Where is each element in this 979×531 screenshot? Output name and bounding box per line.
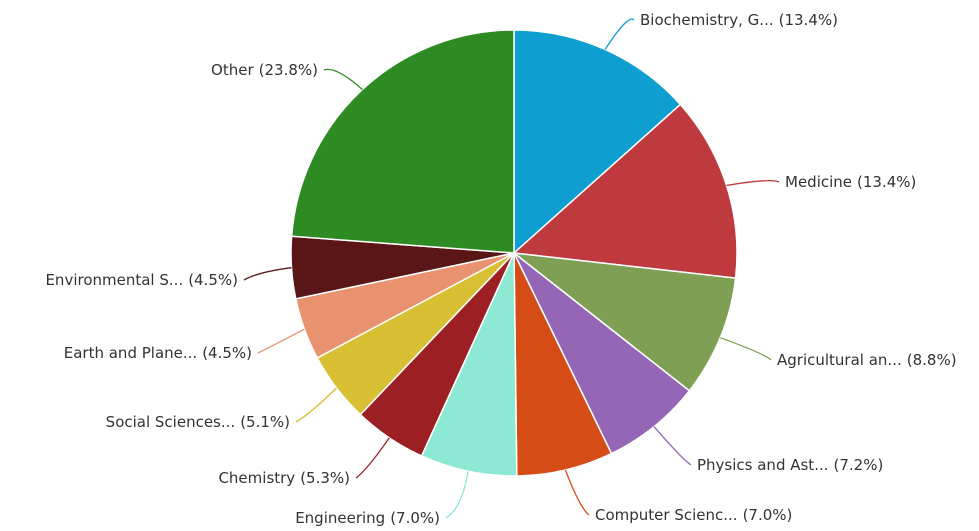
leader-line	[726, 179, 780, 187]
slice-label: Environmental S... (4.5%)	[45, 271, 238, 289]
slice-label: Physics and Ast... (7.2%)	[697, 456, 883, 474]
slice-label: Chemistry (5.3%)	[218, 469, 350, 487]
category-label: Social Sciences...	[106, 413, 236, 431]
slice-label: Biochemistry, G... (13.4%)	[640, 11, 838, 29]
slice-label: Social Sciences... (5.1%)	[106, 413, 290, 431]
category-label: Computer Scienc...	[595, 506, 738, 524]
slice-label: Agricultural an... (8.8%)	[777, 351, 957, 369]
leader-line	[355, 437, 390, 479]
leader-line	[564, 469, 590, 516]
pie-slice	[290, 29, 515, 254]
leader-line	[604, 18, 635, 50]
slice-label: Earth and Plane... (4.5%)	[64, 344, 252, 362]
value-label: (8.8%)	[907, 351, 957, 369]
leader-line	[653, 426, 692, 466]
pie-slice	[511, 251, 737, 392]
category-label: Earth and Plane...	[64, 344, 197, 362]
slice-label: Computer Scienc... (7.0%)	[595, 506, 792, 524]
value-label: (23.8%)	[259, 61, 318, 79]
leader-line	[445, 471, 469, 519]
leader-line	[257, 328, 305, 354]
value-label: (7.0%)	[390, 509, 440, 527]
category-label: Engineering	[295, 509, 385, 527]
value-label: (13.4%)	[857, 173, 916, 191]
category-label: Chemistry	[218, 469, 295, 487]
slice-label: Medicine (13.4%)	[785, 173, 916, 191]
value-label: (7.2%)	[834, 456, 884, 474]
leader-line	[323, 68, 363, 90]
value-label: (13.4%)	[779, 11, 838, 29]
slice-label: Other (23.8%)	[211, 61, 318, 79]
value-label: (5.1%)	[240, 413, 290, 431]
value-label: (7.0%)	[743, 506, 793, 524]
category-label: Other	[211, 61, 254, 79]
value-label: (4.5%)	[188, 271, 238, 289]
category-label: Biochemistry, G...	[640, 11, 774, 29]
leader-line	[243, 267, 292, 281]
category-label: Agricultural an...	[777, 351, 902, 369]
value-label: (5.3%)	[300, 469, 350, 487]
pie-slice	[513, 252, 691, 455]
leader-line	[295, 387, 337, 423]
category-label: Environmental S...	[45, 271, 183, 289]
pie-slice	[512, 103, 738, 279]
leader-line	[720, 337, 772, 361]
slice-label: Engineering (7.0%)	[295, 509, 440, 527]
value-label: (4.5%)	[202, 344, 252, 362]
category-label: Medicine	[785, 173, 852, 191]
category-label: Physics and Ast...	[697, 456, 829, 474]
